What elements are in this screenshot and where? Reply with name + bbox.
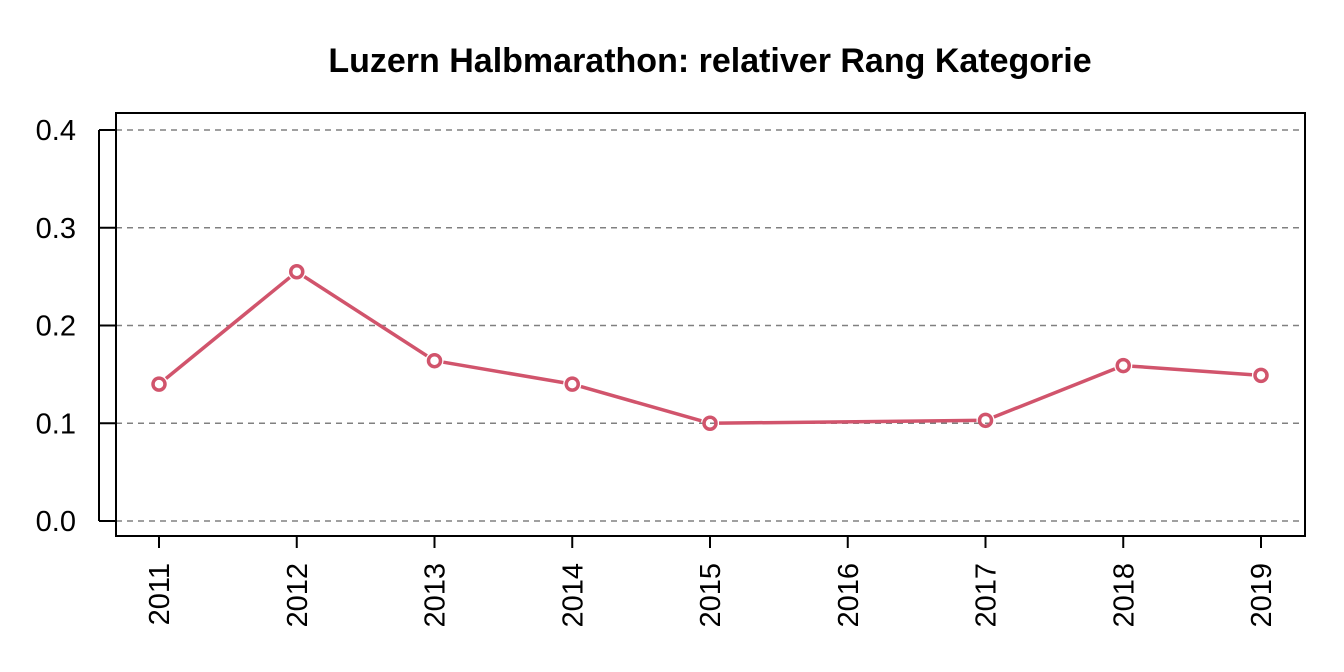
data-point-2011 bbox=[151, 376, 167, 392]
x-tick-label: 2019 bbox=[1246, 563, 1278, 628]
x-tick-label: 2011 bbox=[144, 563, 176, 625]
series-line-segment bbox=[303, 275, 428, 358]
x-tick-label: 2014 bbox=[557, 563, 589, 628]
x-tick-label: 2016 bbox=[833, 563, 865, 628]
y-tick-label: 0.4 bbox=[36, 115, 76, 147]
grid-lines bbox=[116, 129, 1305, 522]
data-point-2017 bbox=[977, 412, 994, 429]
data-point-2014 bbox=[564, 376, 580, 392]
x-tick-label: 2015 bbox=[695, 563, 727, 628]
data-point-2013 bbox=[426, 352, 443, 369]
series-line-segment bbox=[718, 418, 977, 425]
plot-area bbox=[115, 112, 1306, 537]
series-line-segment bbox=[580, 384, 702, 423]
y-tick-label: 0.1 bbox=[36, 408, 76, 440]
y-tick-label: 0.2 bbox=[36, 311, 76, 343]
series-line-segment bbox=[164, 276, 291, 380]
y-axis: 0.0 0.1 0.2 0.3 0.4 bbox=[36, 115, 116, 538]
data-point-2012 bbox=[289, 263, 305, 280]
data-point-2019 bbox=[1253, 367, 1269, 384]
x-tick-label: 2013 bbox=[420, 563, 452, 628]
chart-title: Luzern Halbmarathon: relativer Rang Kate… bbox=[328, 42, 1091, 80]
data-point-2018 bbox=[1115, 357, 1131, 374]
series-group bbox=[151, 263, 1269, 431]
y-tick-label: 0.3 bbox=[36, 213, 76, 245]
series-line-segment bbox=[443, 360, 564, 385]
series-line-segment bbox=[1132, 364, 1253, 377]
x-tick-label: 2012 bbox=[282, 563, 314, 628]
x-tick-label: 2017 bbox=[971, 563, 1003, 628]
x-tick-label: 2018 bbox=[1108, 563, 1140, 628]
data-point-2015 bbox=[702, 415, 718, 431]
series-line-segment bbox=[993, 367, 1116, 419]
y-tick-label: 0.0 bbox=[36, 506, 76, 538]
x-axis: 2011 2012 2013 2014 2015 2016 2017 2018 2019 bbox=[144, 536, 1278, 628]
